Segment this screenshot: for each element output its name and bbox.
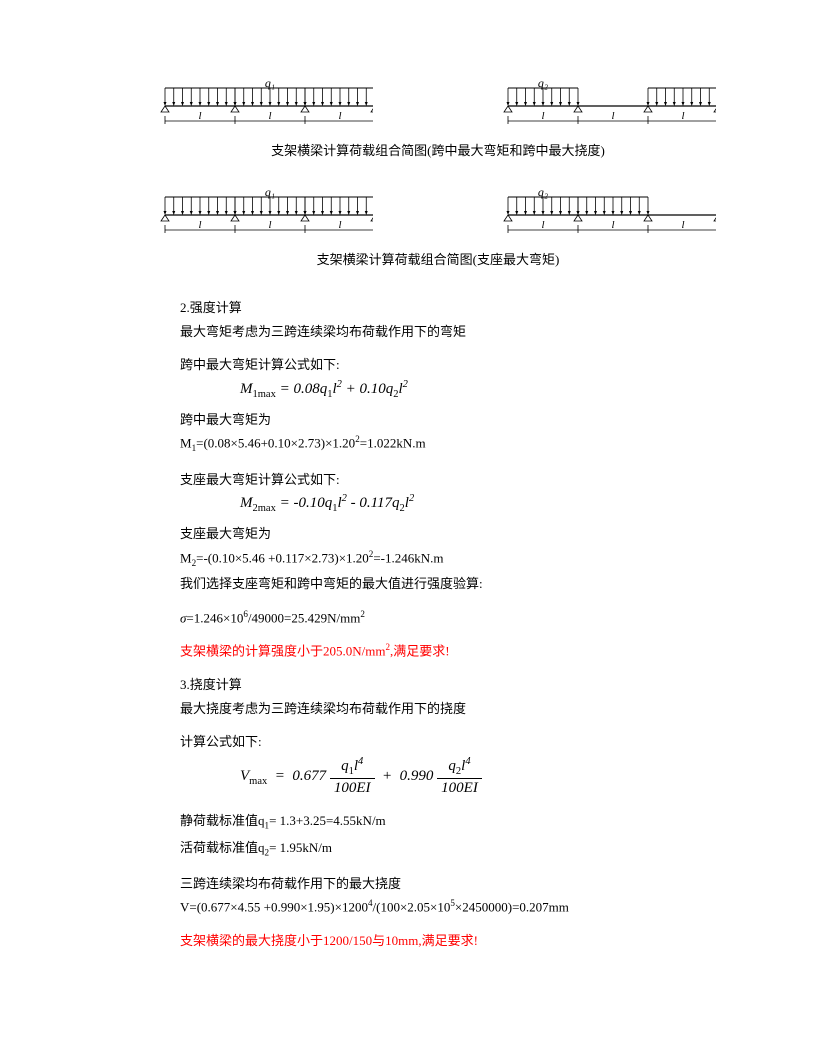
max-deflection-result: V=(0.677×4.55 +0.990×1.95)×12004/(100×2.… (180, 897, 716, 917)
strength-check-note: 我们选择支座弯矩和跨中弯矩的最大值进行强度验算: (180, 574, 716, 594)
svg-text:l: l (198, 110, 201, 122)
midspan-moment-label: 跨中最大弯矩计算公式如下: (180, 355, 716, 375)
svg-text:l: l (338, 219, 341, 231)
svg-text:l: l (338, 110, 341, 122)
support-moment-label: 支座最大弯矩计算公式如下: (180, 470, 716, 490)
svg-text:l: l (541, 110, 544, 122)
svg-text:l: l (611, 219, 614, 231)
svg-text:l: l (681, 110, 684, 122)
strength-intro: 最大弯矩考虑为三跨连续梁均布荷载作用下的弯矩 (180, 322, 716, 342)
formula-m2max: M2max = -0.10q1l2 - 0.117q2l2 (240, 493, 716, 514)
svg-text:q₁: q₁ (265, 189, 275, 199)
svg-text:l: l (268, 219, 271, 231)
formula-m1max: M1max = 0.08q1l2 + 0.10q2l2 (240, 379, 716, 400)
heading-strength: 2.强度计算 (180, 298, 716, 318)
vmax-coef-a: 0.677 (292, 768, 326, 784)
svg-text:l: l (681, 219, 684, 231)
beam-diagram-q2-outer: l l l q₂ (503, 80, 716, 130)
vmax-frac-1: q1l4 100EI (330, 756, 375, 798)
support-moment-result: M2=-(0.10×5.46 +0.117×2.73)×1.202=-1.246… (180, 548, 716, 571)
svg-text:l: l (198, 219, 201, 231)
diagram-row-1: l l l q₁ l l l q₂ (160, 80, 716, 130)
svg-text:q₂: q₂ (538, 189, 548, 199)
midspan-moment-result-label: 跨中最大弯矩为 (180, 410, 716, 430)
diagram-row-2: l l l q₁ l l l q₂ (160, 189, 716, 239)
content-body: 2.强度计算 最大弯矩考虑为三跨连续梁均布荷载作用下的弯矩 跨中最大弯矩计算公式… (180, 298, 716, 951)
beam-diagram-q1-full: l l l q₁ (160, 80, 373, 130)
diagram-caption-2: 支架横梁计算荷载组合简图(支座最大弯矩) (160, 249, 716, 268)
live-load-value: 活荷载标准值q2= 1.95kN/m (180, 838, 716, 860)
max-deflection-label: 三跨连续梁均布荷载作用下的最大挠度 (180, 874, 716, 894)
support-moment-result-label: 支座最大弯矩为 (180, 524, 716, 544)
deflection-conclusion: 支架横梁的最大挠度小于1200/150与10mm,满足要求! (180, 931, 716, 951)
deflection-intro: 最大挠度考虑为三跨连续梁均布荷载作用下的挠度 (180, 699, 716, 719)
svg-text:q₂: q₂ (538, 80, 548, 90)
strength-conclusion: 支架横梁的计算强度小于205.0N/mm2,满足要求! (180, 641, 716, 661)
page-root: lllq₁ lllq₂ 支架横梁计算荷载组合简图(跨中最大弯矩和跨中最大挠度) … (0, 0, 816, 995)
vmax-coef-b: 0.990 (400, 768, 434, 784)
beam-diagram-q2-left2: l l l q₂ (503, 189, 716, 239)
diagram-caption-1: 支架横梁计算荷载组合简图(跨中最大弯矩和跨中最大挠度) (160, 140, 716, 159)
svg-text:l: l (268, 110, 271, 122)
deflection-formula-label: 计算公式如下: (180, 732, 716, 752)
midspan-moment-result: M1=(0.08×5.46+0.10×2.73)×1.202=1.022kN.m (180, 433, 716, 456)
sigma-result: σ=1.246×106/49000=25.429N/mm2 (180, 608, 716, 628)
svg-text:q₁: q₁ (265, 80, 275, 90)
heading-deflection: 3.挠度计算 (180, 675, 716, 695)
vmax-frac-2: q2l4 100EI (437, 756, 482, 798)
svg-text:l: l (541, 219, 544, 231)
formula-vmax: Vmax = 0.677 q1l4 100EI + 0.990 q2l4 100… (240, 756, 716, 798)
beam-diagram-q1-full-b: l l l q₁ (160, 189, 373, 239)
svg-text:l: l (611, 110, 614, 122)
static-load-value: 静荷载标准值q1= 1.3+3.25=4.55kN/m (180, 811, 716, 833)
